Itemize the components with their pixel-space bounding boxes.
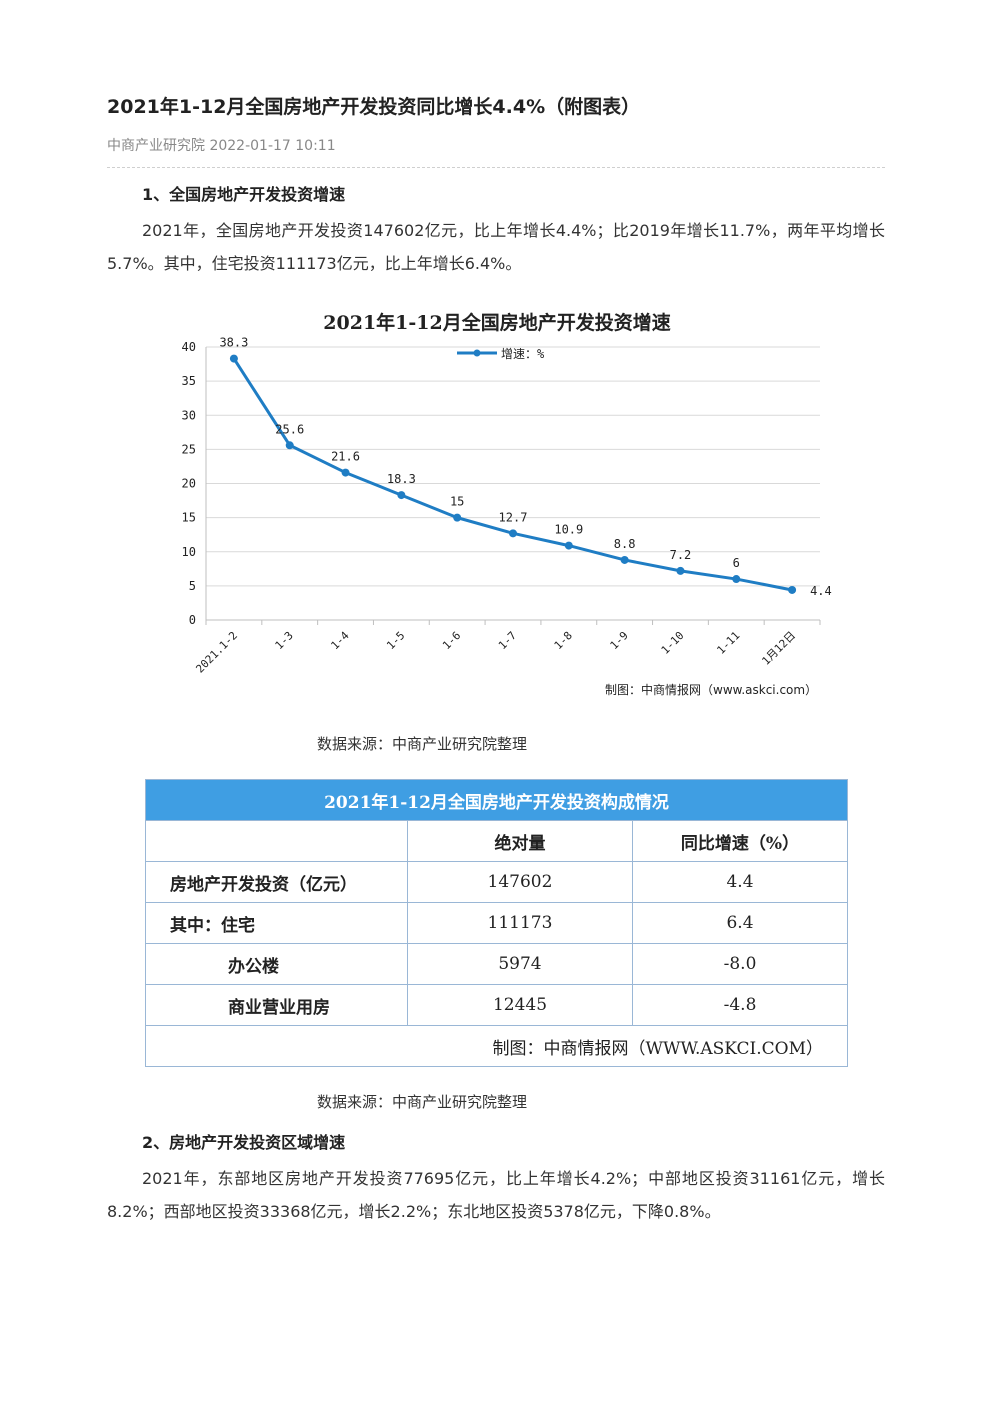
data-point — [788, 585, 797, 594]
data-table: 2021年1-12月全国房地产开发投资构成情况 绝对量 同比增速（%） 房地产开… — [144, 779, 849, 1067]
data-point — [732, 575, 741, 584]
row-value: 147602 — [407, 861, 633, 903]
data-label: 8.8 — [614, 537, 636, 551]
x-tick-label: 1-6 — [440, 629, 463, 652]
y-tick-label: 0 — [189, 613, 196, 627]
data-label: 10.9 — [554, 523, 583, 537]
table-title-row: 2021年1-12月全国房地产开发投资构成情况 — [144, 779, 849, 821]
data-point — [285, 441, 294, 450]
y-tick-label: 30 — [182, 408, 196, 422]
row-growth: -4.8 — [631, 984, 849, 1026]
y-tick-label: 20 — [182, 477, 196, 491]
data-point — [229, 354, 238, 363]
x-tick-label: 1-8 — [552, 629, 575, 652]
row-growth: 6.4 — [631, 902, 849, 944]
x-tick-label: 1-7 — [496, 629, 519, 652]
legend-marker — [473, 349, 481, 357]
x-tick-label: 1-4 — [328, 629, 352, 653]
row-label: 其中：住宅 — [145, 902, 408, 944]
row-growth: 4.4 — [631, 861, 849, 903]
y-tick-label: 5 — [189, 579, 196, 593]
row-value: 111173 — [407, 902, 633, 944]
article-title: 2021年1-12月全国房地产开发投资同比增长4.4%（附图表） — [107, 96, 641, 118]
row-label: 商业营业用房 — [145, 984, 408, 1026]
section-paragraph-2: 2021年，东部地区房地产开发投资77695亿元，比上年增长4.2%；中部地区投… — [107, 1169, 885, 1221]
investment-table: 2021年1-12月全国房地产开发投资构成情况 绝对量 同比增速（%） 房地产开… — [144, 779, 849, 1067]
x-tick-label: 1月12日 — [759, 629, 798, 668]
data-label: 7.2 — [670, 548, 692, 562]
divider — [107, 167, 885, 168]
table-row: 办公楼 5974 -8.0 — [145, 943, 849, 985]
table-row: 房地产开发投资（亿元） 147602 4.4 — [145, 861, 849, 903]
article-meta: 中商产业研究院 2022-01-17 10:11 — [107, 138, 336, 154]
data-point — [341, 468, 350, 477]
series-line — [232, 357, 793, 592]
data-label: 12.7 — [499, 510, 528, 524]
data-point — [620, 555, 629, 564]
data-label: 6 — [733, 556, 740, 570]
row-label: 房地产开发投资（亿元） — [145, 861, 408, 903]
y-tick-label: 10 — [182, 545, 196, 559]
table-footer-row: 制图：中商情报网（WWW.ASKCI.COM） — [144, 1025, 849, 1067]
x-tick-label: 1-10 — [659, 629, 687, 657]
x-tick-label: 1-11 — [714, 629, 742, 657]
line-chart: 2021年1-12月全国房地产开发投资增速 0 5 10 15 20 25 30 35 40 20… — [145, 296, 850, 712]
chart-series: 38.3 25.6 21.6 18.3 15 12.7 10.9 8.8 7.2 6 4.4 — [219, 336, 831, 598]
data-label: 21.6 — [331, 450, 360, 464]
data-label: 38.3 — [219, 336, 248, 350]
chart-title: 2021年1-12月全国房地产开发投资增速 — [323, 311, 670, 334]
data-label: 18.3 — [387, 472, 416, 486]
chart-caption: 数据来源：中商产业研究院整理 — [316, 735, 527, 753]
table-credit: 制图：中商情报网（WWW.ASKCI.COM） — [144, 1025, 849, 1067]
table-row: 商业营业用房 12445 -4.8 — [145, 984, 849, 1026]
table-title: 2021年1-12月全国房地产开发投资构成情况 — [144, 779, 849, 821]
data-point — [397, 491, 406, 500]
table-header-row: 绝对量 同比增速（%） — [145, 820, 849, 862]
section-paragraph-1: 2021年，全国房地产开发投资147602亿元，比上年增长4.4%；比2019年… — [107, 221, 885, 273]
y-tick-label: 25 — [182, 442, 196, 456]
table-header-cell — [145, 820, 408, 862]
chart-credit: 制图：中商情报网（www.askci.com） — [605, 682, 817, 697]
chart-svg: 2021年1-12月全国房地产开发投资增速 0 5 10 15 20 25 30 35 40 20… — [182, 311, 832, 697]
table-row: 其中：住宅 111173 6.4 — [145, 902, 849, 944]
y-tick-label: 40 — [182, 340, 196, 354]
y-tick-label: 15 — [182, 511, 196, 525]
row-growth: -8.0 — [631, 943, 849, 985]
x-tick-label: 1-3 — [273, 629, 296, 652]
section-heading-2: 2、房地产开发投资区域增速 — [142, 1133, 346, 1152]
data-point — [509, 529, 517, 538]
y-tick-label: 35 — [182, 374, 196, 388]
x-tick-label: 2021.1-2 — [193, 629, 240, 676]
x-tick-label: 1-9 — [608, 629, 631, 652]
x-tick-label: 1-5 — [384, 629, 407, 652]
chart-legend: 增速：% — [457, 347, 545, 361]
data-label: 25.6 — [275, 422, 304, 436]
data-point — [564, 541, 573, 550]
table-header-cell: 绝对量 — [407, 820, 633, 862]
row-value: 5974 — [407, 943, 633, 985]
row-value: 12445 — [407, 984, 633, 1026]
row-label: 办公楼 — [145, 943, 408, 985]
data-point — [676, 566, 685, 575]
table-header-cell: 同比增速（%） — [631, 820, 849, 862]
data-label: 4.4 — [810, 584, 832, 598]
data-point — [453, 513, 462, 522]
table-caption: 数据来源：中商产业研究院整理 — [316, 1093, 527, 1111]
legend-label: 增速：% — [501, 347, 545, 361]
data-label: 15 — [450, 495, 464, 509]
chart-axes: 0 5 10 15 20 25 30 35 40 2021.1-2 1-3 1-4 1-5 1-6 1-7 1… — [182, 340, 821, 676]
section-heading-1: 1、全国房地产开发投资增速 — [142, 185, 346, 204]
